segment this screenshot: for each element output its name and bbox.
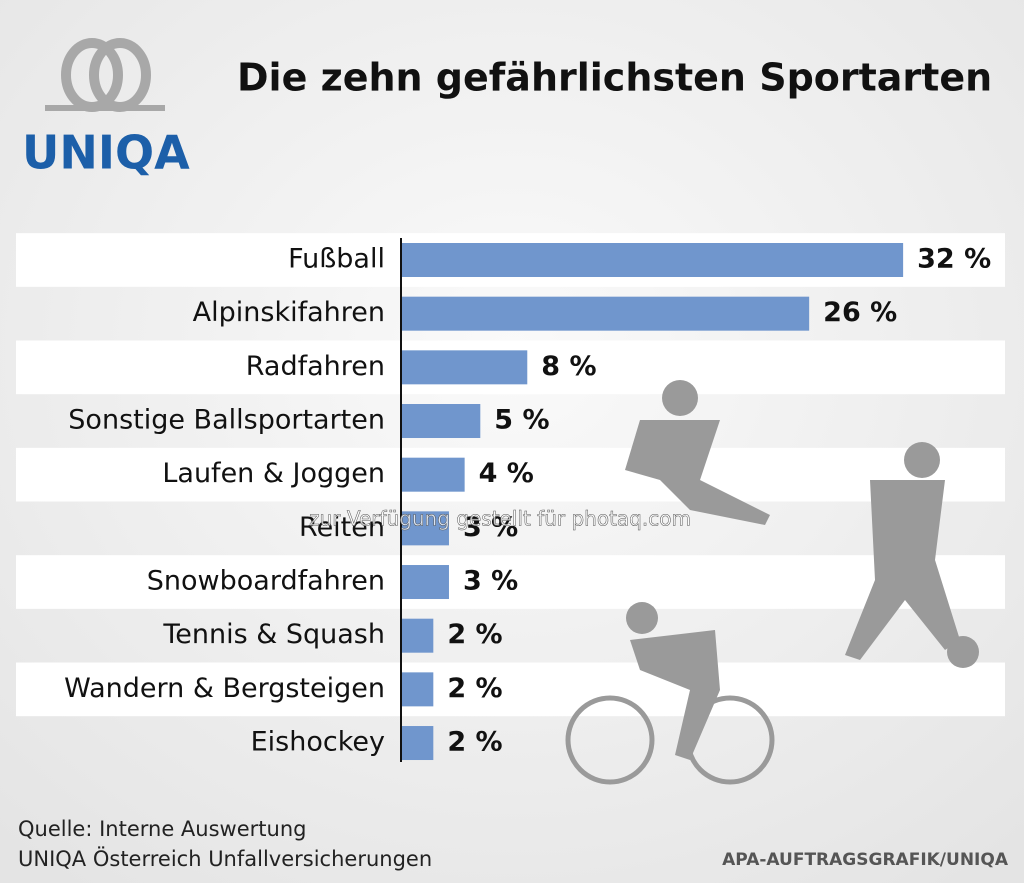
value-label: 3 % [463,512,518,543]
bar [402,296,810,331]
bar [402,511,449,546]
source-line: UNIQA Österreich Unfallversicherungen [18,846,432,871]
value-label: 2 % [447,673,502,704]
category-label: Laufen & Joggen [162,458,385,489]
value-label: 2 % [447,619,502,650]
watermark: zur Verfügung gestellt für photaq.com [309,507,691,531]
category-label: Alpinskifahren [193,297,385,328]
value-label: 2 % [447,727,502,758]
category-label: Wandern & Bergsteigen [64,673,385,704]
bar [402,618,434,653]
chart-title: Die zehn gefährlichsten Sportarten [237,56,992,100]
bar [402,457,465,492]
credit: APA-AUFTRAGSGRAFIK/UNIQA [722,850,1009,870]
value-label: 4 % [479,458,534,489]
bar [402,672,434,707]
row-stripe [16,447,1005,502]
category-label: Tennis & Squash [162,619,385,650]
value-label: 26 % [823,297,897,328]
category-label: Snowboardfahren [147,566,385,597]
logo-mark [45,38,165,112]
value-label: 5 % [494,405,549,436]
source-line: Quelle: Interne Auswertung [18,817,306,841]
category-label: Fußball [288,244,385,275]
value-label: 8 % [541,351,596,382]
row-stripe [16,662,1005,717]
bar [402,243,904,277]
bar [402,565,449,600]
category-label: Eishockey [251,727,385,758]
value-label: 3 % [463,566,518,597]
category-label: Radfahren [246,351,385,382]
category-label: Sonstige Ballsportarten [68,405,385,436]
bar [402,726,434,761]
category-label: Reiten [299,512,385,543]
value-label: 32 % [917,244,991,275]
logo-text: UNIQA [22,126,190,180]
bar [402,404,481,439]
bar [402,350,528,385]
row-stripe [16,555,1005,609]
silhouettes [565,380,979,785]
